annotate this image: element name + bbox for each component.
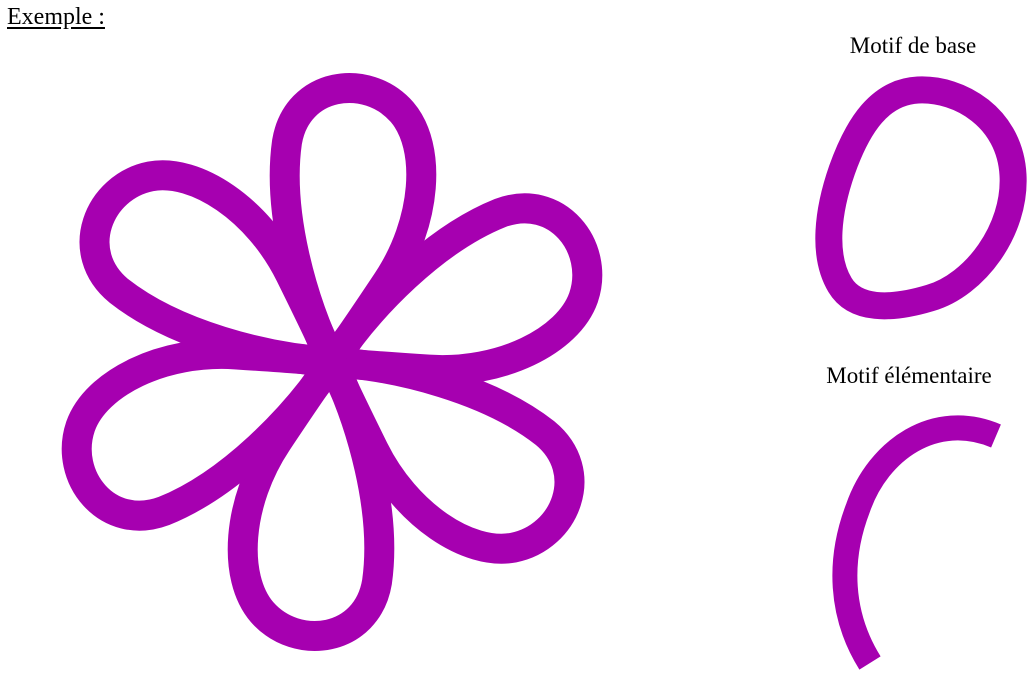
example-heading: Exemple : [7, 4, 105, 30]
elementary-motif-caption: Motif élémentaire [826, 363, 992, 388]
elementary-motif [832, 415, 1001, 670]
base-motif [815, 76, 1027, 320]
base-motif-caption: Motif de base [849, 33, 977, 58]
base-motif-loop [815, 76, 1027, 320]
elementary-motif-arc [832, 415, 1001, 670]
flower-rosette [50, 88, 614, 636]
